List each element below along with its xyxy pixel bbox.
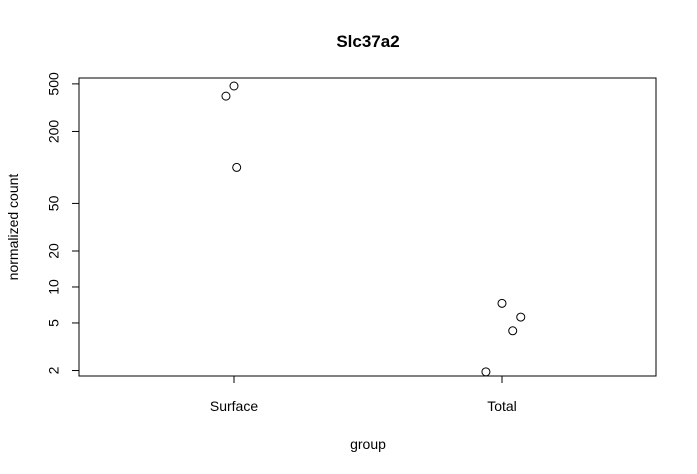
- y-tick-label: 2: [46, 366, 62, 374]
- data-point: [516, 312, 526, 322]
- chart-title: Slc37a2: [336, 32, 399, 51]
- data-point: [497, 298, 507, 308]
- data-point: [508, 326, 518, 336]
- x-axis: Surface Total: [210, 376, 517, 414]
- data-point: [229, 81, 239, 91]
- y-axis-label: normalized count: [5, 174, 21, 281]
- data-points: [221, 81, 526, 377]
- plot-frame: [78, 77, 657, 377]
- y-tick-label: 50: [46, 195, 62, 211]
- x-tick-label: Surface: [210, 398, 258, 414]
- x-axis-label: group: [350, 436, 386, 452]
- y-tick-label: 200: [46, 120, 62, 144]
- data-point: [221, 91, 231, 101]
- y-tick-label: 5: [46, 319, 62, 327]
- data-point: [481, 367, 491, 377]
- y-axis: 2 5 10 20 50 200 500: [46, 72, 79, 374]
- y-tick-label: 500: [46, 72, 62, 96]
- data-point: [232, 162, 242, 172]
- y-tick-label: 20: [46, 243, 62, 259]
- x-tick-label: Total: [487, 398, 517, 414]
- y-tick-label: 10: [46, 279, 62, 295]
